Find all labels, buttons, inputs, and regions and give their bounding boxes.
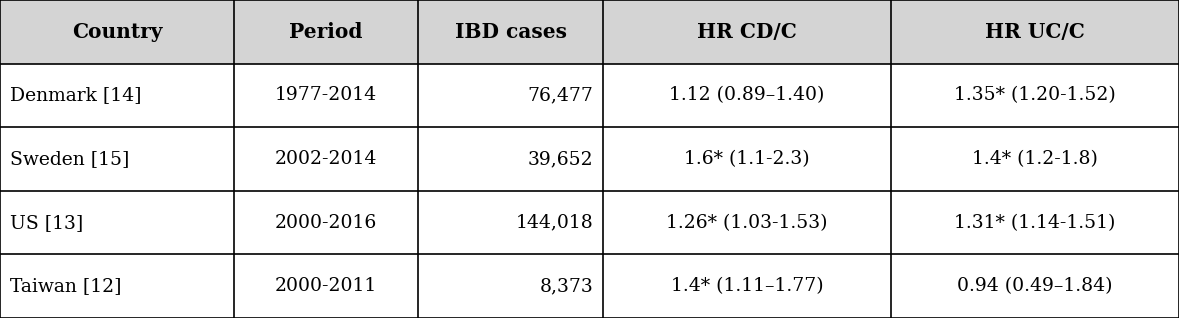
Text: 2000-2011: 2000-2011 <box>275 277 377 295</box>
Text: 1.12 (0.89–1.40): 1.12 (0.89–1.40) <box>670 86 825 104</box>
Text: 144,018: 144,018 <box>515 214 593 232</box>
Text: Taiwan [12]: Taiwan [12] <box>9 277 121 295</box>
Text: HR CD/C: HR CD/C <box>697 22 797 42</box>
Text: US [13]: US [13] <box>9 214 84 232</box>
Text: 76,477: 76,477 <box>527 86 593 104</box>
Text: 1.31* (1.14-1.51): 1.31* (1.14-1.51) <box>954 214 1115 232</box>
Text: 2002-2014: 2002-2014 <box>275 150 377 168</box>
Text: 2000-2016: 2000-2016 <box>275 214 377 232</box>
Text: 1.6* (1.1-2.3): 1.6* (1.1-2.3) <box>684 150 810 168</box>
Text: HR UC/C: HR UC/C <box>986 22 1085 42</box>
Text: Denmark [14]: Denmark [14] <box>9 86 141 104</box>
Text: 1.4* (1.11–1.77): 1.4* (1.11–1.77) <box>671 277 823 295</box>
Text: 1.26* (1.03-1.53): 1.26* (1.03-1.53) <box>666 214 828 232</box>
Text: 39,652: 39,652 <box>527 150 593 168</box>
Text: Country: Country <box>72 22 162 42</box>
Text: 1.4* (1.2-1.8): 1.4* (1.2-1.8) <box>971 150 1098 168</box>
Bar <box>0 0 1179 64</box>
Text: 8,373: 8,373 <box>539 277 593 295</box>
Text: 0.94 (0.49–1.84): 0.94 (0.49–1.84) <box>957 277 1113 295</box>
Text: 1977-2014: 1977-2014 <box>275 86 377 104</box>
Text: IBD cases: IBD cases <box>455 22 567 42</box>
Text: 1.35* (1.20-1.52): 1.35* (1.20-1.52) <box>954 86 1115 104</box>
Text: Sweden [15]: Sweden [15] <box>9 150 130 168</box>
Text: Period: Period <box>289 22 363 42</box>
